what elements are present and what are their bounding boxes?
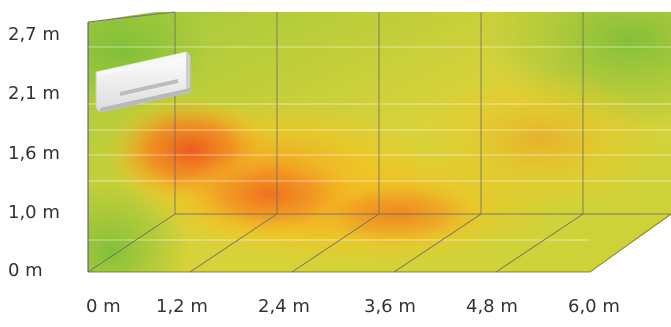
x-label-0m: 0 m bbox=[86, 296, 121, 317]
x-label-1-2m: 1,2 m bbox=[156, 296, 208, 317]
x-label-3-6m: 3,6 m bbox=[364, 296, 416, 317]
y-label-2-1m: 2,1 m bbox=[8, 83, 60, 104]
y-label-1-6m: 1,6 m bbox=[8, 143, 60, 164]
vertical-gridlines bbox=[174, 12, 584, 214]
heat-field bbox=[88, 12, 671, 272]
y-label-1-0m: 1,0 m bbox=[8, 202, 60, 223]
y-label-2-7m: 2,7 m bbox=[8, 24, 60, 45]
x-label-4-8m: 4,8 m bbox=[466, 296, 518, 317]
x-label-2-4m: 2,4 m bbox=[258, 296, 310, 317]
air-conditioner-icon bbox=[95, 51, 191, 113]
x-label-6-0m: 6,0 m bbox=[568, 296, 620, 317]
y-label-0m: 0 m bbox=[8, 260, 43, 281]
floor-grid bbox=[87, 11, 671, 273]
